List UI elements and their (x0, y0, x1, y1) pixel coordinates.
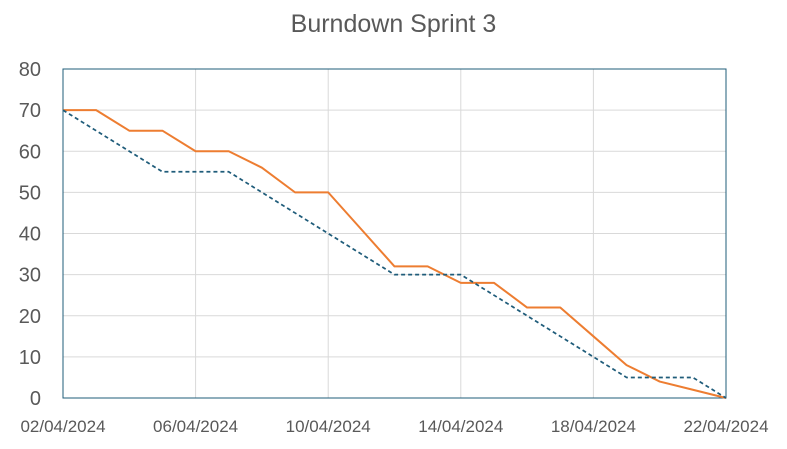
chart-title: Burndown Sprint 3 (290, 10, 497, 38)
x-tick-label: 02/04/2024 (20, 417, 105, 436)
x-tick-label: 06/04/2024 (153, 417, 238, 436)
y-tick-label: 10 (19, 347, 41, 369)
x-tick-label: 18/04/2024 (551, 417, 636, 436)
y-tick-label: 50 (19, 182, 41, 204)
actual-remaining-line (63, 109, 727, 399)
ideal-burndown-line (62, 109, 727, 399)
y-tick-label: 0 (30, 388, 41, 410)
x-tick-label: 22/04/2024 (683, 417, 768, 436)
y-tick-label: 70 (19, 100, 41, 122)
y-tick-label: 40 (19, 224, 41, 246)
x-tick-label: 10/04/2024 (286, 417, 371, 436)
x-tick-label: 14/04/2024 (418, 417, 503, 436)
plot-area-border (62, 68, 727, 399)
y-tick-label: 60 (19, 141, 41, 163)
y-tick-label: 20 (19, 306, 41, 328)
y-tick-label: 80 (19, 59, 41, 81)
y-tick-label: 30 (19, 265, 41, 287)
